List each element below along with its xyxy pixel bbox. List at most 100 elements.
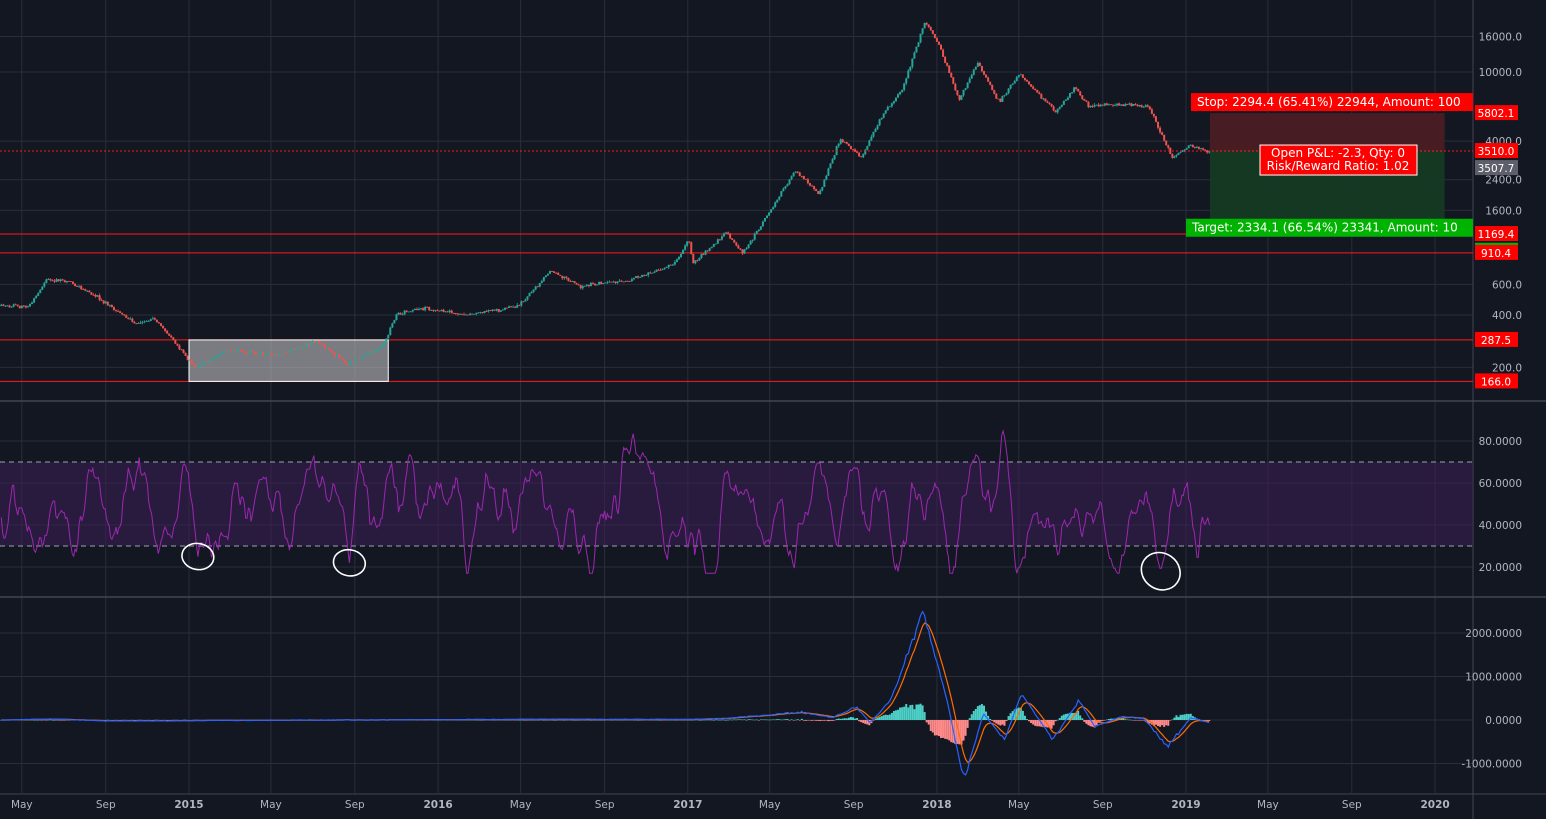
macd-histogram-bar (954, 720, 957, 745)
candle-body (659, 269, 662, 271)
candle-body (806, 179, 809, 184)
candle-body (585, 284, 588, 286)
candle-body (788, 179, 791, 185)
candle-body (620, 280, 623, 282)
price-tick-label: 400.0 (1492, 310, 1522, 322)
candle-body (1056, 108, 1059, 113)
macd-histogram-bar (835, 719, 838, 720)
macd-histogram-bar (829, 720, 832, 721)
candle-body (1023, 77, 1026, 80)
candle-body (663, 267, 666, 270)
candle-body (1179, 151, 1182, 153)
macd-histogram-bar (628, 720, 631, 721)
rsi-low-annotation-circle[interactable] (331, 547, 367, 578)
macd-histogram-bar (929, 720, 932, 731)
candle-body (1191, 144, 1194, 148)
candle-body (291, 348, 294, 351)
candle-body (880, 117, 883, 120)
price-badge-label: 5802.1 (1478, 108, 1515, 120)
candle-body (479, 312, 482, 313)
candle-body (1105, 103, 1108, 106)
macd-histogram-bar (59, 720, 62, 721)
candle-body (1032, 86, 1035, 89)
candle-body (520, 301, 523, 306)
candle-body (673, 261, 676, 265)
macd-histogram-bar (1021, 710, 1024, 720)
macd-histogram-bar (645, 719, 648, 721)
macd-histogram-bar (964, 720, 967, 736)
macd-histogram-bar (1007, 716, 1010, 720)
candle-body (763, 218, 766, 222)
macd-histogram-bar (1073, 712, 1076, 720)
candle-body (952, 77, 955, 84)
rsi-low-annotation-circle[interactable] (180, 541, 216, 572)
rsi-pane[interactable] (0, 429, 1473, 598)
candle-body (970, 74, 973, 79)
candle-body (4, 305, 7, 307)
macd-histogram-bar (874, 718, 877, 720)
macd-histogram-bar (942, 720, 945, 738)
macd-histogram-bar (1177, 717, 1180, 720)
candle-body (428, 307, 431, 311)
macd-histogram-bar (669, 719, 672, 721)
candle-body (84, 289, 87, 291)
candle-body (985, 74, 988, 78)
candle-body (1021, 74, 1024, 78)
candle-body (0, 304, 3, 307)
candle-body (442, 309, 445, 312)
macd-histogram-bar (884, 714, 887, 720)
macd-histogram-bar (1062, 714, 1065, 720)
stop-label-box[interactable] (1191, 93, 1473, 112)
macd-histogram-bar (551, 719, 554, 721)
macd-histogram-bar (743, 719, 746, 720)
candle-body (364, 354, 367, 356)
candle-body (166, 330, 169, 334)
candle-body (28, 303, 31, 307)
macd-histogram-bar (67, 720, 70, 721)
candle-body (1085, 100, 1088, 102)
candles (0, 22, 1211, 369)
candle-body (614, 281, 617, 283)
candle-body (149, 319, 152, 321)
macd-histogram-bar (882, 715, 885, 720)
candle-body (630, 279, 633, 282)
consolidation-highlight-box[interactable] (188, 339, 389, 382)
time-tick-label: 2017 (673, 799, 702, 811)
pnl-label-box[interactable] (1259, 144, 1418, 176)
candle-body (129, 318, 132, 320)
candle-body (71, 281, 74, 284)
candle-body (1138, 105, 1141, 107)
macd-histogram-bar (522, 719, 525, 721)
macd-histogram-bar (854, 718, 857, 720)
macd-pane[interactable] (0, 610, 1211, 776)
target-label-box[interactable] (1186, 218, 1473, 237)
candle-body (536, 286, 539, 288)
candle-body (661, 269, 664, 271)
open-pnl-label: Open P&L: -2.3, Qty: 0 (1271, 146, 1405, 160)
macd-histogram-bar (737, 719, 740, 720)
consolidation-box[interactable] (188, 339, 389, 382)
candle-body (117, 310, 120, 312)
rsi-low-annotation-circle[interactable] (1134, 545, 1187, 597)
candle-body (1091, 105, 1094, 107)
candle-body (862, 154, 865, 158)
candle-body (976, 63, 979, 67)
macd-histogram-bar (866, 720, 869, 725)
macd-histogram-bar (845, 718, 848, 720)
time-tick-label: Sep (1342, 799, 1362, 811)
macd-histogram-bar (1109, 718, 1112, 720)
macd-histogram-bar (553, 720, 556, 721)
macd-histogram-bar (510, 719, 513, 721)
macd-histogram-bar (542, 720, 545, 721)
macd-histogram-bar (1042, 720, 1045, 728)
macd-histogram-bar (1025, 719, 1028, 720)
macd-histogram-bar (630, 720, 633, 721)
price-pane[interactable]: Stop: 2294.4 (65.41%) 22944, Amount: 100… (0, 22, 1473, 382)
macd-histogram-bar (649, 719, 652, 721)
price-level-badge: 3510.0 (1475, 143, 1518, 159)
position-labels[interactable]: Stop: 2294.4 (65.41%) 22944, Amount: 100… (1186, 93, 1473, 237)
macd-histogram-bar (915, 704, 918, 720)
candle-body (33, 298, 36, 303)
macd-histogram-bar (946, 720, 949, 740)
